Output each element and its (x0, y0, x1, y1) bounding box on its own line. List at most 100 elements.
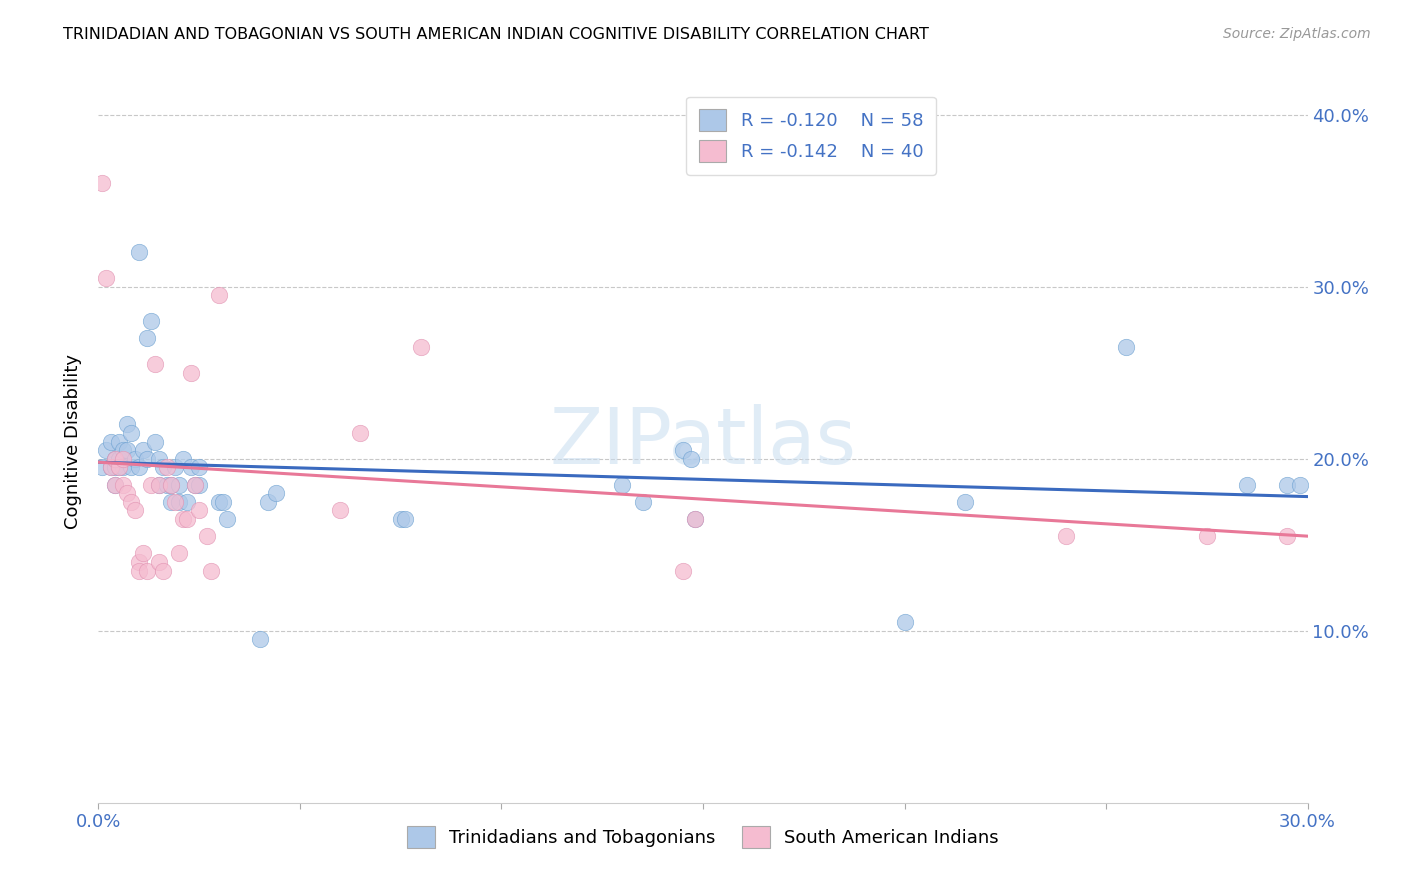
Point (100, 434, 122, 449)
Point (156, 460, 179, 475)
Point (672, 443, 695, 458)
Point (893, 615, 915, 630)
Point (167, 546, 190, 560)
Point (148, 477, 170, 491)
Point (107, 460, 129, 475)
Point (148, 477, 170, 491)
Point (124, 451, 146, 466)
Point (115, 486, 138, 500)
Point (349, 425, 371, 440)
Point (152, 564, 174, 578)
Point (132, 443, 155, 458)
Point (111, 460, 134, 475)
Point (1277, 477, 1299, 491)
Point (132, 546, 155, 560)
Point (212, 494, 235, 508)
Point (172, 451, 194, 466)
Point (612, 477, 634, 491)
Point (124, 503, 146, 517)
Point (107, 460, 129, 475)
Point (394, 512, 416, 526)
Point (139, 477, 162, 491)
Point (103, 477, 125, 491)
Point (184, 477, 207, 491)
Point (167, 494, 190, 508)
Point (188, 460, 211, 475)
Point (208, 494, 231, 508)
Point (96, 443, 118, 458)
Point (163, 494, 186, 508)
Point (103, 451, 125, 466)
Legend: Trinidadians and Tobagonians, South American Indians: Trinidadians and Tobagonians, South Amer… (396, 815, 1010, 859)
Point (148, 555, 170, 569)
Point (683, 512, 706, 526)
Point (195, 529, 218, 543)
Point (953, 494, 976, 508)
Point (180, 366, 202, 380)
Point (135, 331, 157, 345)
Point (128, 245, 150, 260)
Point (148, 451, 170, 466)
Point (389, 512, 412, 526)
Point (1236, 477, 1258, 491)
Point (249, 632, 271, 647)
Point (156, 477, 179, 491)
Point (683, 512, 706, 526)
Point (143, 434, 166, 449)
Y-axis label: Cognitive Disability: Cognitive Disability (65, 354, 83, 529)
Point (1115, 340, 1137, 354)
Point (200, 564, 222, 578)
Point (135, 451, 157, 466)
Point (1054, 529, 1077, 543)
Point (128, 564, 150, 578)
Point (115, 417, 138, 432)
Point (120, 425, 142, 440)
Point (139, 314, 162, 328)
Point (96, 271, 118, 285)
Point (120, 494, 142, 508)
Point (115, 443, 138, 458)
Text: Source: ZipAtlas.com: Source: ZipAtlas.com (1223, 27, 1371, 41)
Point (160, 477, 183, 491)
Point (143, 357, 166, 371)
Point (631, 494, 654, 508)
Point (329, 503, 352, 517)
Point (160, 494, 183, 508)
Point (1288, 477, 1310, 491)
Point (409, 340, 432, 354)
Point (188, 503, 211, 517)
Point (111, 443, 134, 458)
Point (91, 177, 114, 191)
Point (217, 512, 239, 526)
Text: ZIPatlas: ZIPatlas (550, 403, 856, 480)
Point (176, 494, 198, 508)
Point (160, 477, 183, 491)
Point (176, 512, 198, 526)
Point (256, 494, 278, 508)
Point (100, 460, 122, 475)
Text: TRINIDADIAN AND TOBAGONIAN VS SOUTH AMERICAN INDIAN COGNITIVE DISABILITY CORRELA: TRINIDADIAN AND TOBAGONIAN VS SOUTH AMER… (63, 27, 929, 42)
Point (672, 564, 695, 578)
Point (188, 477, 211, 491)
Point (172, 512, 194, 526)
Point (152, 460, 174, 475)
Point (128, 555, 150, 569)
Point (163, 460, 186, 475)
Point (1195, 529, 1218, 543)
Point (135, 564, 157, 578)
Point (100, 460, 122, 475)
Point (120, 460, 142, 475)
Point (107, 434, 129, 449)
Point (208, 288, 231, 302)
Point (1277, 529, 1299, 543)
Point (103, 477, 125, 491)
Point (103, 460, 125, 475)
Point (107, 451, 129, 466)
Point (167, 477, 190, 491)
Point (111, 451, 134, 466)
Point (180, 460, 202, 475)
Point (128, 460, 150, 475)
Point (264, 486, 287, 500)
Point (679, 451, 702, 466)
Point (111, 477, 134, 491)
